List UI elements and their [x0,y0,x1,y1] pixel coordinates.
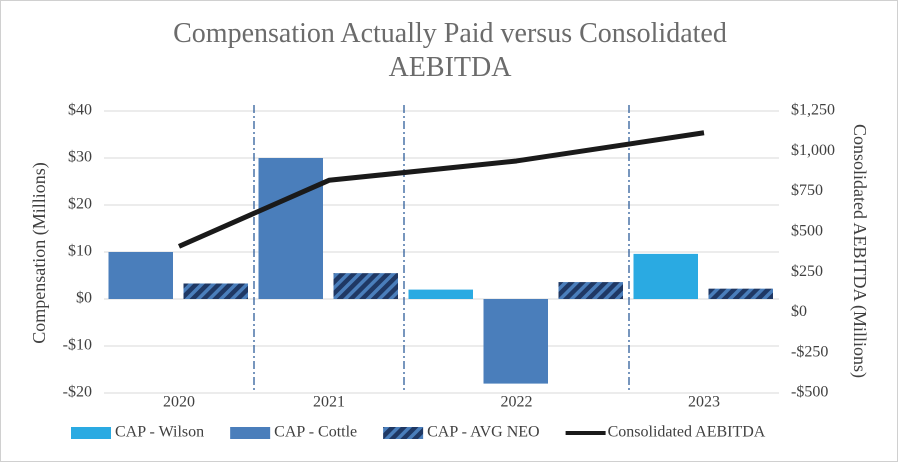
x-tick-label: 2023 [688,394,720,411]
bar [633,253,698,299]
y2-tick-label: $250 [791,263,823,280]
y2-tick-label: $750 [791,182,823,199]
legend-label: CAP - Wilson [115,424,204,441]
chart-title: Compensation Actually Paid versus Consol… [173,18,727,83]
y-tick-label: $20 [68,196,92,213]
y2-axis-label: Consolidated AEBITDA (Millions) [849,124,870,378]
bar [333,273,398,299]
y2-tick-label: $0 [791,303,807,320]
y-tick-label: $0 [76,290,92,307]
y-tick-label: $10 [68,243,92,260]
y2-tick-label: $500 [791,223,823,240]
y2-tick-label: -$500 [791,384,828,401]
legend-swatch [383,427,424,439]
x-tick-label: 2022 [501,394,533,411]
y-tick-label: -$20 [63,384,92,401]
y-tick-label: $30 [68,149,92,166]
y2-tick-label: -$250 [791,343,828,360]
bar [183,283,248,299]
legend-swatch [71,427,111,439]
y-axis-label: Compensation (Millions) [29,162,50,344]
bar [558,282,623,299]
line [177,130,705,249]
legend-label: CAP - AVG NEO [427,424,539,441]
y-tick-label: -$10 [63,337,92,354]
y2-tick-label: $1,000 [791,142,835,159]
bar [108,252,173,299]
x-tick-label: 2021 [313,394,345,411]
bar [483,299,548,384]
legend-swatch [230,427,271,439]
bar [708,288,773,299]
legend-label: CAP - Cottle [274,424,357,441]
y-tick-label: $40 [68,102,92,119]
legend-label: Consolidated AEBITDA [608,424,766,441]
x-tick-label: 2020 [163,394,195,411]
bar [408,289,473,299]
bar [258,158,323,299]
y2-tick-label: $1,250 [791,102,835,119]
